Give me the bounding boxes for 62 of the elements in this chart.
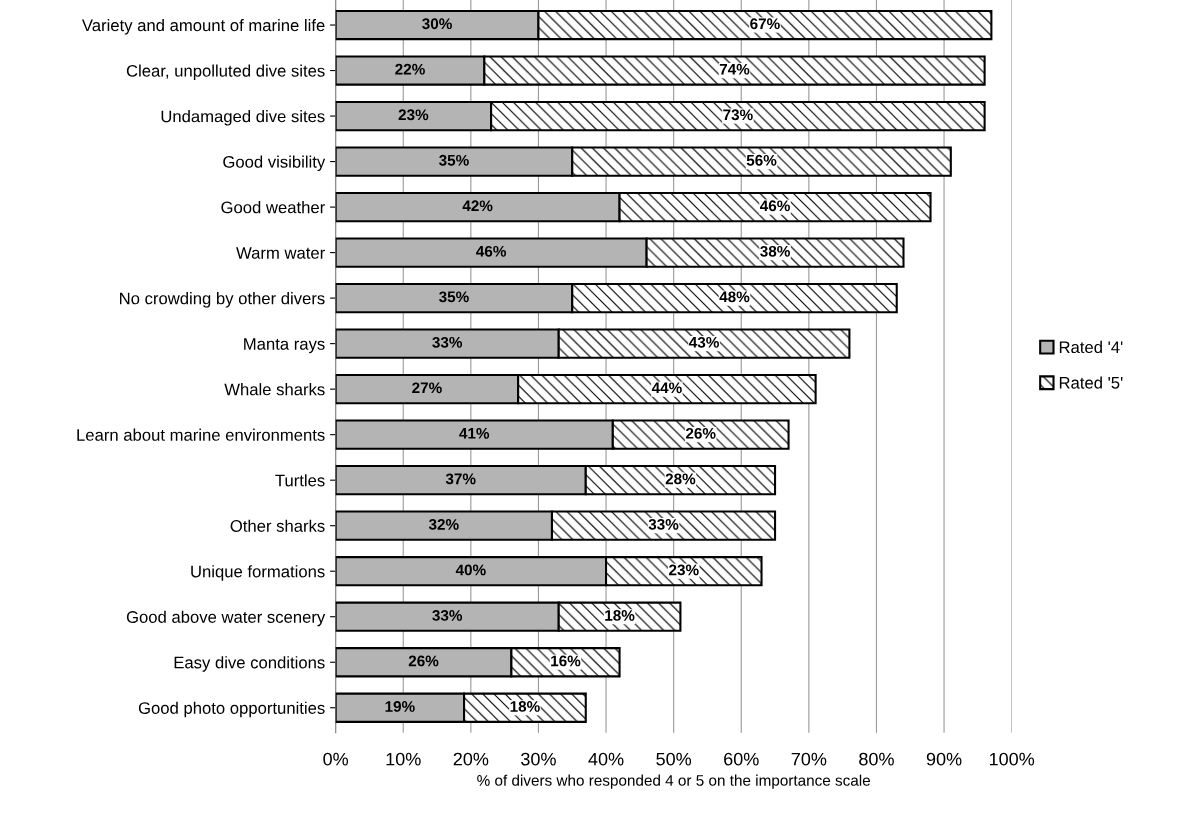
y-tick-label: Clear, unpolluted dive sites (126, 64, 325, 81)
data-label: 35% (439, 154, 469, 166)
y-tick-label: Good visibility (223, 155, 326, 172)
data-label: 28% (665, 473, 696, 485)
legend-label: Rated '5' (1059, 376, 1123, 389)
y-tick-label: Good photo opportunities (138, 701, 325, 718)
data-label: 38% (760, 245, 790, 257)
x-tick-label: 90% (926, 752, 962, 766)
data-label: 23% (669, 564, 699, 576)
data-label: 67% (750, 18, 780, 30)
data-label: 74% (719, 63, 750, 75)
data-label: 19% (385, 701, 415, 712)
y-tick-label: No crowding by other divers (120, 292, 325, 308)
data-label: 42% (462, 200, 493, 212)
x-tick-label: 30% (521, 752, 556, 766)
x-tick-label: 10% (386, 752, 421, 766)
y-tick-label: Good above water scenery (126, 610, 326, 627)
x-tick-label: 60% (724, 752, 759, 766)
y-tick-label: Unique formations (191, 565, 325, 581)
y-tick-label: Other sharks (230, 519, 325, 532)
data-label: 18% (605, 610, 635, 621)
data-label: 26% (408, 655, 439, 667)
data-label: 43% (689, 336, 719, 348)
data-label: 33% (648, 518, 679, 530)
y-tick-label: Turtles (275, 474, 325, 487)
x-tick-label: 80% (859, 752, 894, 766)
x-tick-label: 40% (588, 752, 624, 766)
data-label: 33% (432, 336, 463, 348)
x-tick-label: 0% (323, 752, 349, 766)
data-label: 73% (723, 109, 753, 121)
x-tick-label: 50% (656, 752, 692, 766)
data-label: 18% (510, 701, 540, 712)
data-label: 22% (395, 63, 425, 75)
data-label: 26% (685, 427, 716, 439)
x-tick-label: 100% (989, 752, 1035, 766)
data-label: 48% (719, 291, 750, 303)
y-tick-label: Learn about marine environments (77, 428, 325, 441)
y-tick-label: Good weather (221, 201, 325, 214)
data-label: 32% (428, 518, 459, 530)
data-label: 35% (439, 291, 469, 303)
data-label: 16% (551, 655, 581, 667)
data-label: 44% (651, 382, 682, 394)
data-label: 56% (746, 154, 777, 166)
x-tick-label: 70% (791, 752, 827, 766)
data-label: 37% (445, 473, 476, 485)
legend-label: Rated '4' (1059, 340, 1123, 354)
data-label: 46% (759, 200, 790, 212)
y-tick-label: Undamaged dive sites (161, 110, 325, 126)
data-label: 27% (412, 382, 442, 394)
data-label: 33% (432, 610, 463, 621)
x-axis-title: % of divers who responded 4 or 5 on the importance scale (477, 774, 871, 789)
x-tick-label: 20% (453, 752, 489, 766)
data-label: 41% (459, 427, 490, 439)
y-tick-label: Easy dive conditions (174, 656, 325, 672)
data-label: 46% (476, 245, 507, 257)
y-tick-label: Whale sharks (224, 383, 325, 396)
y-tick-label: Variety and amount of marine life (81, 18, 325, 35)
data-label: 23% (398, 109, 429, 121)
data-label: 40% (455, 564, 486, 576)
data-label: 30% (422, 18, 452, 30)
y-tick-label: Manta rays (244, 338, 325, 354)
y-tick-label: Warm water (236, 247, 325, 259)
